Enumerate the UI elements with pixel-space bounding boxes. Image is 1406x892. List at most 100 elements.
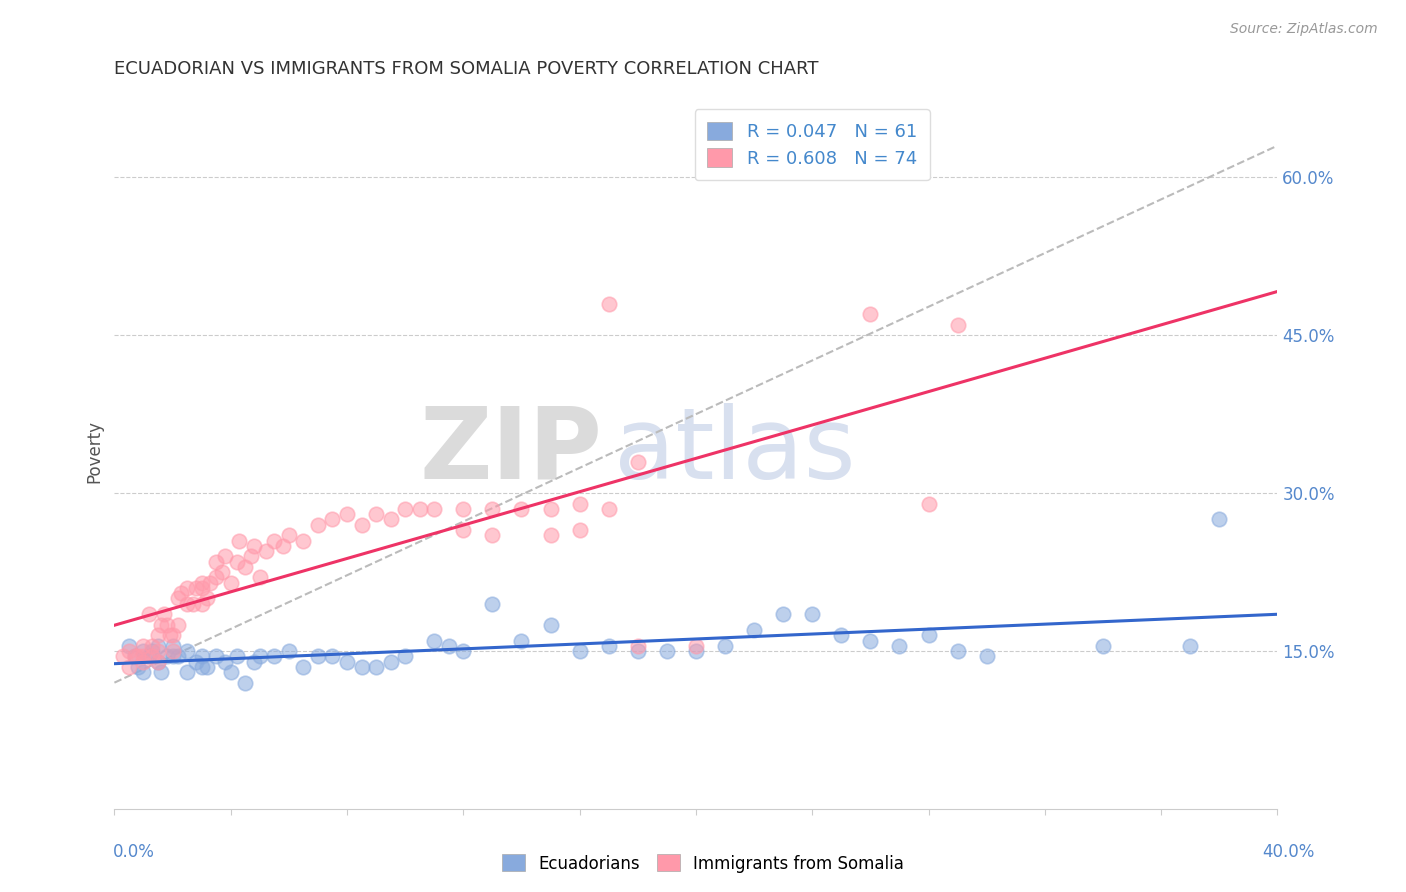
Point xyxy=(162,639,184,653)
Point xyxy=(205,570,228,584)
Point xyxy=(141,649,163,664)
Point xyxy=(481,502,503,516)
Point xyxy=(917,628,939,642)
Point xyxy=(233,675,256,690)
Point xyxy=(243,539,266,553)
Point xyxy=(190,660,212,674)
Point xyxy=(917,497,939,511)
Point xyxy=(292,533,315,548)
Point xyxy=(225,649,247,664)
Point xyxy=(830,628,852,642)
Point xyxy=(946,644,969,658)
Point xyxy=(481,597,503,611)
Point xyxy=(149,665,172,680)
Point xyxy=(240,549,263,564)
Point xyxy=(350,660,373,674)
Point xyxy=(225,555,247,569)
Point xyxy=(859,307,882,321)
Point xyxy=(138,649,160,664)
Point xyxy=(162,628,184,642)
Point xyxy=(453,523,475,537)
Point xyxy=(190,575,212,590)
Point xyxy=(263,649,285,664)
Point xyxy=(176,665,198,680)
Point xyxy=(159,628,181,642)
Point xyxy=(132,665,155,680)
Point xyxy=(568,523,591,537)
Point xyxy=(190,597,212,611)
Point xyxy=(394,502,416,516)
Point xyxy=(127,649,149,664)
Text: ZIP: ZIP xyxy=(420,402,603,500)
Point xyxy=(205,555,228,569)
Point xyxy=(627,644,650,658)
Point xyxy=(153,607,176,622)
Point xyxy=(190,649,212,664)
Point xyxy=(598,296,620,310)
Point xyxy=(336,507,359,521)
Point xyxy=(510,633,533,648)
Point xyxy=(350,517,373,532)
Point xyxy=(277,644,299,658)
Point xyxy=(162,649,184,664)
Point xyxy=(124,649,146,664)
Point xyxy=(141,644,163,658)
Point xyxy=(243,655,266,669)
Point xyxy=(364,507,387,521)
Point xyxy=(394,649,416,664)
Point xyxy=(976,649,998,664)
Point xyxy=(263,533,285,548)
Point xyxy=(141,639,163,653)
Point xyxy=(205,649,228,664)
Point xyxy=(336,655,359,669)
Text: 40.0%: 40.0% xyxy=(1263,843,1315,861)
Point xyxy=(946,318,969,332)
Point xyxy=(742,623,765,637)
Point xyxy=(409,502,432,516)
Point xyxy=(889,639,911,653)
Point xyxy=(685,639,707,653)
Point xyxy=(184,655,207,669)
Point xyxy=(364,660,387,674)
Point xyxy=(568,644,591,658)
Point xyxy=(156,649,179,664)
Point xyxy=(423,502,446,516)
Point xyxy=(176,597,198,611)
Point xyxy=(685,644,707,658)
Point xyxy=(540,617,562,632)
Point xyxy=(197,660,219,674)
Point xyxy=(380,655,402,669)
Point xyxy=(568,497,591,511)
Point xyxy=(219,575,242,590)
Text: Source: ZipAtlas.com: Source: ZipAtlas.com xyxy=(1230,22,1378,37)
Point xyxy=(292,660,315,674)
Point xyxy=(1091,639,1114,653)
Point xyxy=(127,660,149,674)
Point xyxy=(510,502,533,516)
Point xyxy=(112,649,135,664)
Point xyxy=(655,644,678,658)
Point xyxy=(598,502,620,516)
Text: ECUADORIAN VS IMMIGRANTS FROM SOMALIA POVERTY CORRELATION CHART: ECUADORIAN VS IMMIGRANTS FROM SOMALIA PO… xyxy=(114,60,818,78)
Point xyxy=(138,607,160,622)
Point xyxy=(307,649,329,664)
Point xyxy=(118,639,141,653)
Point xyxy=(176,581,198,595)
Point xyxy=(453,502,475,516)
Point xyxy=(423,633,446,648)
Point xyxy=(540,502,562,516)
Point xyxy=(714,639,737,653)
Point xyxy=(233,559,256,574)
Point xyxy=(801,607,824,622)
Point xyxy=(197,591,219,606)
Point xyxy=(167,591,190,606)
Point xyxy=(146,644,169,658)
Point xyxy=(321,512,343,526)
Point xyxy=(228,533,250,548)
Point xyxy=(627,639,650,653)
Point xyxy=(249,649,271,664)
Point xyxy=(859,633,882,648)
Point xyxy=(200,575,222,590)
Point xyxy=(146,655,169,669)
Y-axis label: Poverty: Poverty xyxy=(86,419,103,483)
